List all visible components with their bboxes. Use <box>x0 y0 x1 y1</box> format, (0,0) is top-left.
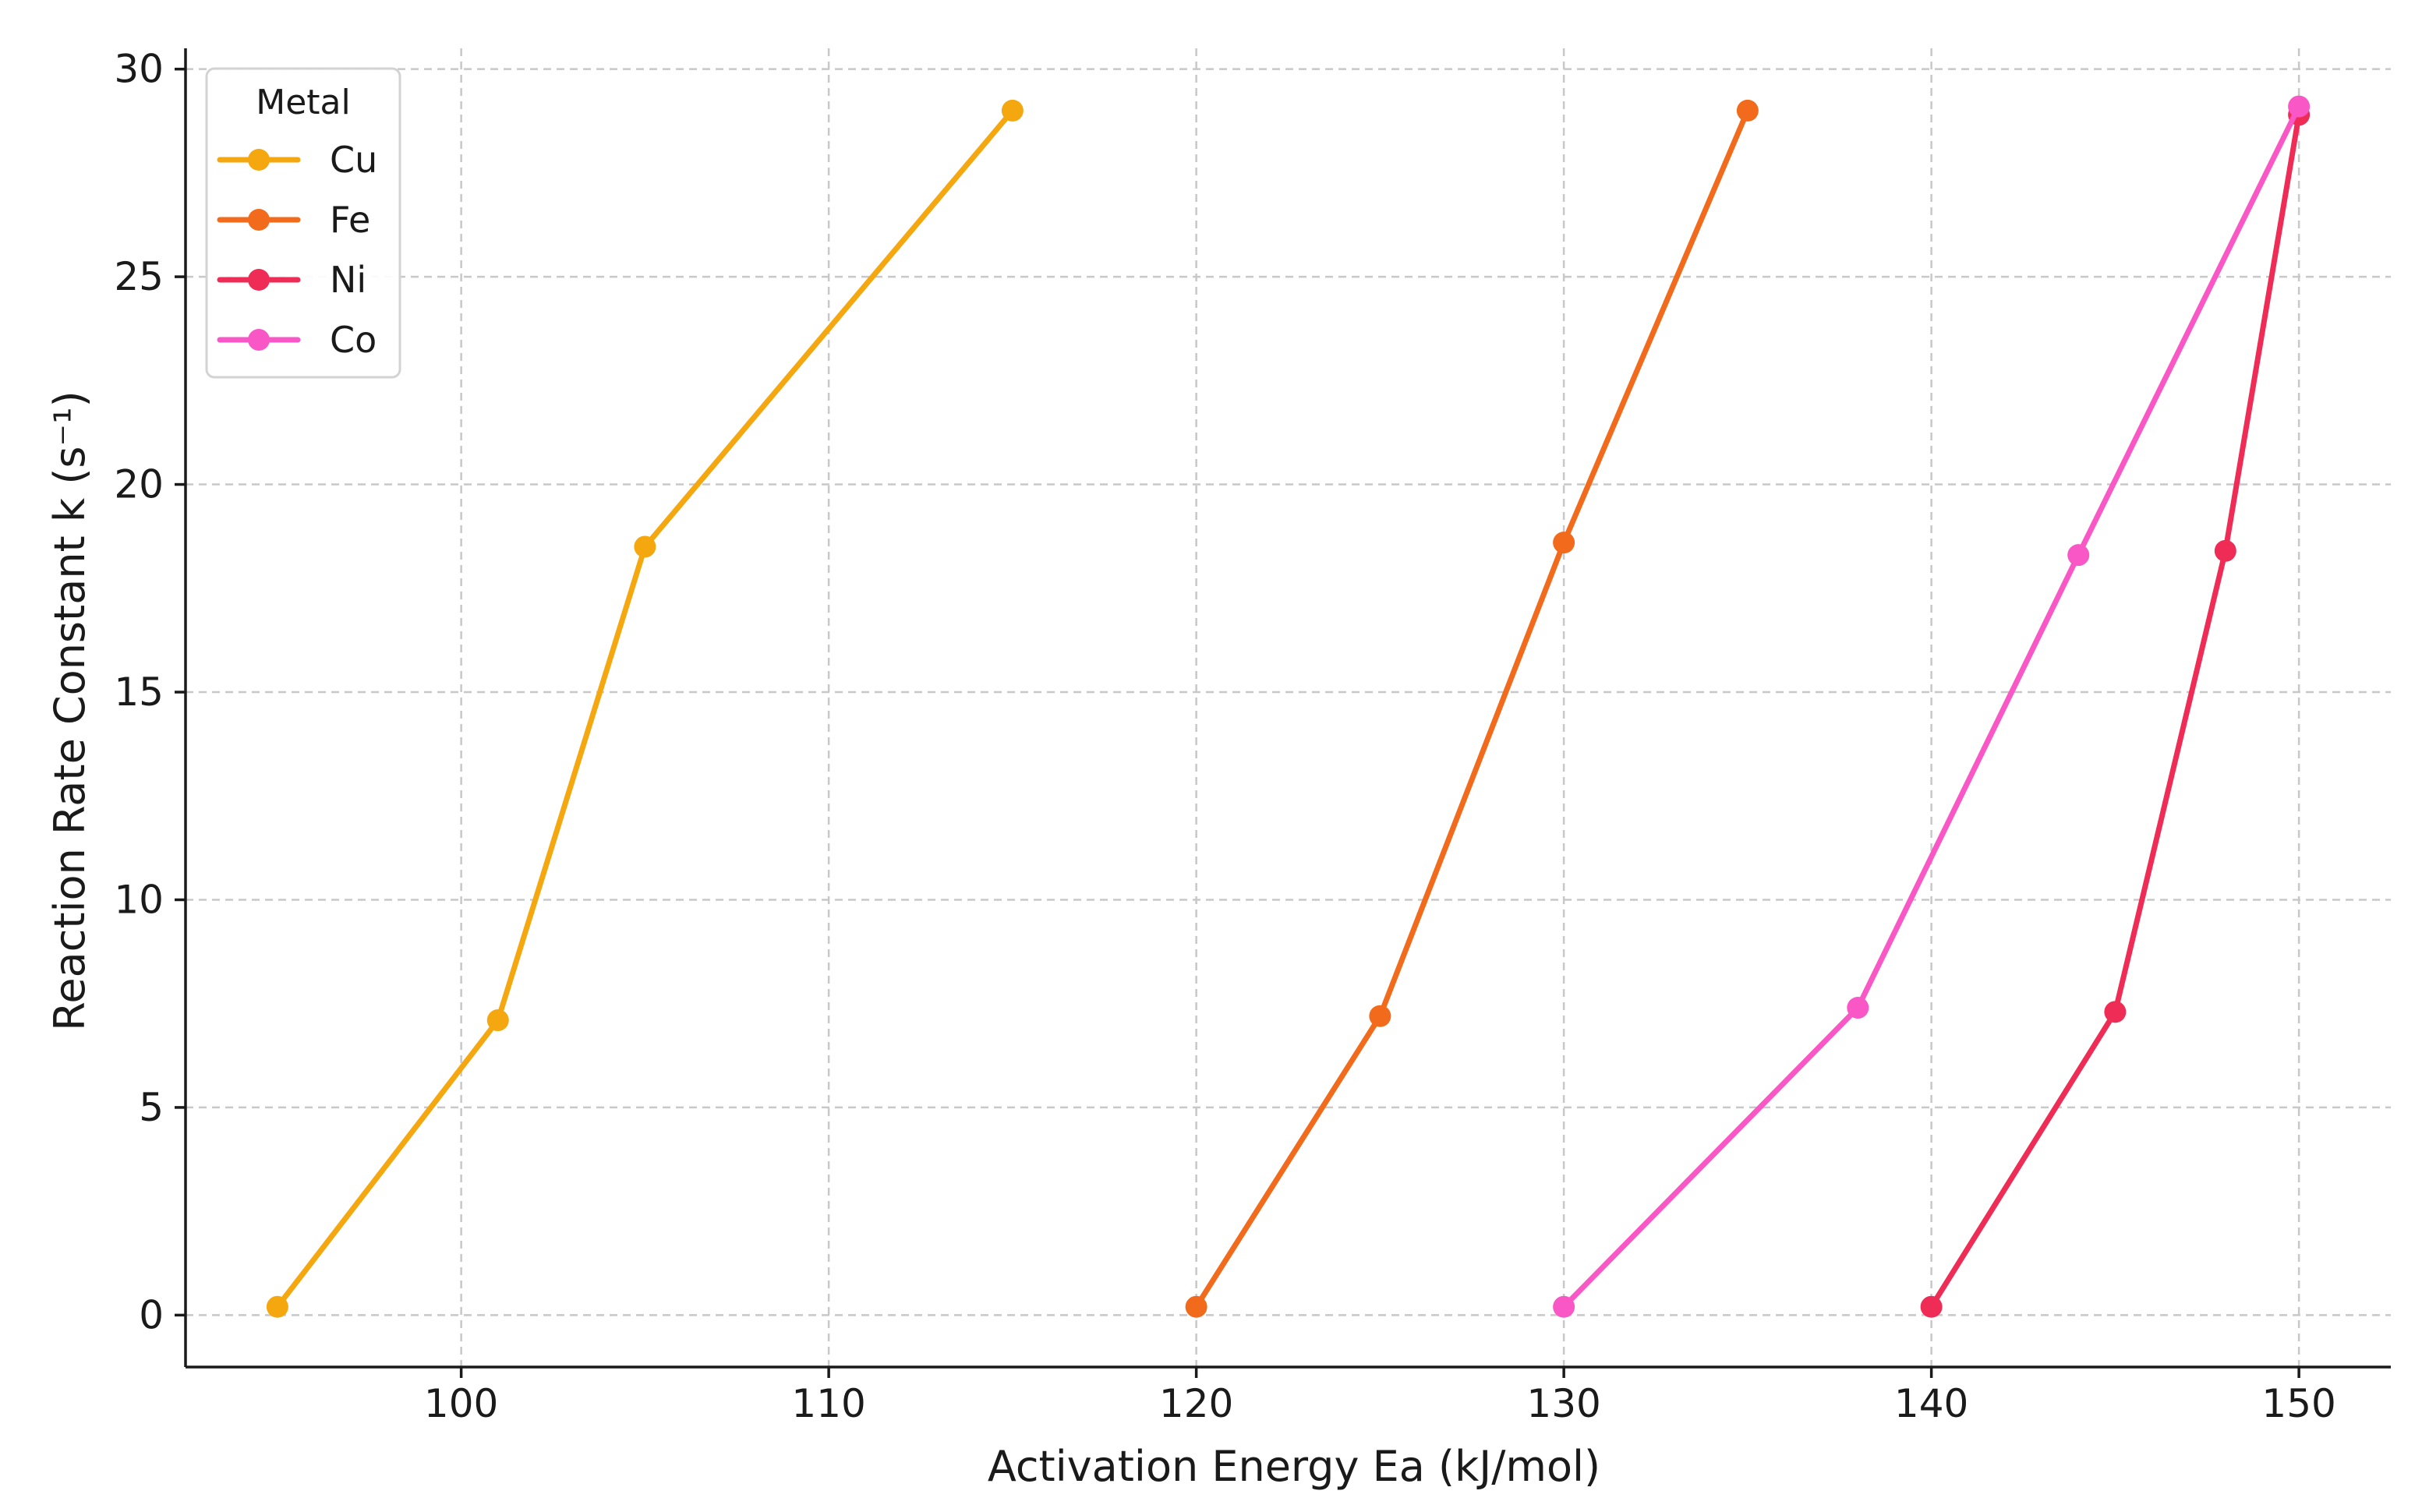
series-layer <box>266 95 2311 1318</box>
legend-label: Cu <box>330 139 377 181</box>
tick-labels: 100 110 120 130 140 150 0 5 10 15 20 25 30 <box>114 47 2335 1426</box>
data-point-cu <box>266 1295 288 1318</box>
series-line-cu <box>274 108 1016 1310</box>
legend-swatch-marker <box>248 149 270 171</box>
x-tick-label: 130 <box>1526 1381 1600 1426</box>
series-ni <box>1920 104 2311 1318</box>
data-point-fe <box>1369 1005 1391 1027</box>
legend-entries: Cu Fe Ni Co <box>217 139 377 361</box>
data-point-ni <box>1920 1295 1943 1318</box>
legend-item-co: Co <box>217 319 377 361</box>
data-point-cu <box>634 535 656 558</box>
legend: Metal Cu Fe Ni Co <box>205 67 401 379</box>
legend-label: Ni <box>330 259 366 301</box>
y-tick-label: 15 <box>114 669 164 715</box>
legend-box <box>205 67 401 379</box>
data-point-co <box>1847 997 1869 1019</box>
legend-swatch-marker <box>248 329 270 351</box>
y-tick-label: 20 <box>114 462 164 507</box>
data-point-ni <box>2214 539 2236 562</box>
legend-swatch-marker <box>248 209 270 231</box>
legend-item-cu: Cu <box>217 139 377 181</box>
series-fe <box>1185 99 1759 1318</box>
legend-title: Metal <box>256 83 350 122</box>
legend-label: Fe <box>330 199 370 241</box>
data-point-fe <box>1736 99 1759 122</box>
y-tick-label: 5 <box>139 1085 164 1130</box>
data-point-co <box>1553 1295 1575 1318</box>
series-cu <box>266 99 1024 1318</box>
series-line-ni <box>1929 111 2302 1310</box>
y-tick-label: 10 <box>114 877 164 922</box>
x-tick-label: 140 <box>1894 1381 1968 1426</box>
data-point-co <box>2067 544 2090 567</box>
data-point-fe <box>1553 532 1575 554</box>
y-axis-label: Reaction Rate Constant k (s⁻¹) <box>45 390 94 1030</box>
data-point-fe <box>1185 1295 1207 1318</box>
series-co <box>1553 95 2311 1318</box>
x-tick-label: 150 <box>2261 1381 2335 1426</box>
data-point-cu <box>486 1009 509 1032</box>
x-axis-label: Activation Energy Ea (kJ/mol) <box>988 1442 1600 1491</box>
series-line-fe <box>1193 108 1751 1310</box>
y-tick-label: 30 <box>114 47 164 92</box>
legend-item-ni: Ni <box>217 259 366 301</box>
axes <box>184 48 2391 1369</box>
legend-swatch-marker <box>248 269 270 291</box>
series-line-co <box>1561 104 2302 1310</box>
y-tick-label: 25 <box>114 254 164 299</box>
legend-label: Co <box>330 319 377 361</box>
x-tick-label: 100 <box>424 1381 498 1426</box>
data-point-co <box>2288 95 2311 118</box>
data-point-cu <box>1001 99 1024 122</box>
legend-item-fe: Fe <box>217 199 370 241</box>
grid <box>186 48 2391 1367</box>
x-tick-label: 110 <box>791 1381 865 1426</box>
data-point-ni <box>2104 1001 2127 1023</box>
x-tick-label: 120 <box>1159 1381 1233 1426</box>
y-tick-label: 0 <box>139 1292 164 1337</box>
